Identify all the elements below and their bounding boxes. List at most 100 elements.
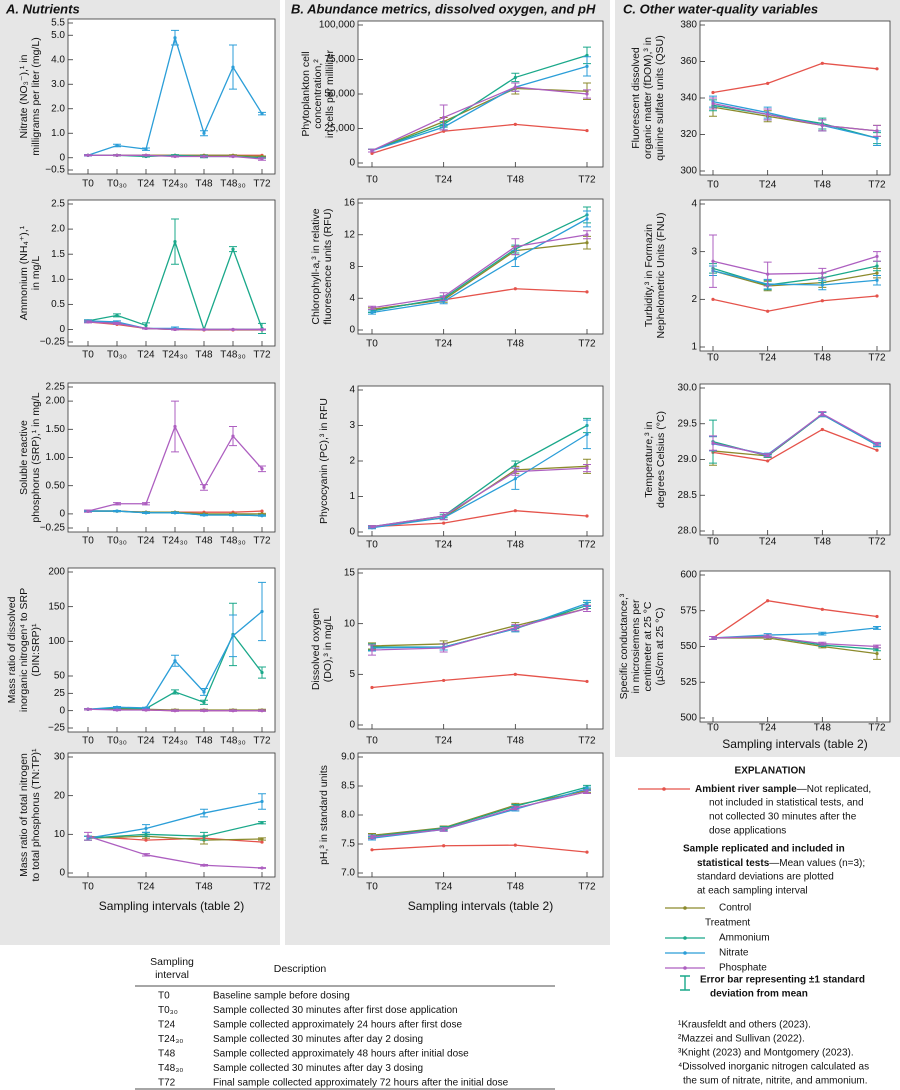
x-tick-label: T24 (435, 339, 453, 350)
x-tick-label: T48 (195, 179, 213, 190)
data-point (370, 525, 374, 529)
table-cell: Sample collected approximately 24 hours … (213, 1020, 462, 1031)
series-line (371, 510, 588, 528)
series-line (371, 673, 588, 689)
y-tick-label: 200 (48, 567, 65, 578)
x-tick-label: T24₃₀ (162, 179, 187, 190)
data-point (370, 310, 374, 315)
legend-text: —Not replicated, (797, 784, 871, 795)
y-axis-label: Nephelometric Units (FNU) (655, 212, 667, 338)
y-tick-label: 1 (349, 491, 355, 502)
data-point (442, 129, 446, 133)
data-point (260, 509, 264, 513)
table-cell: Sample collected 30 minutes after first … (213, 1005, 458, 1016)
data-point (513, 85, 517, 89)
data-point (173, 424, 177, 429)
data-point (513, 672, 517, 676)
series-line (371, 214, 588, 312)
data-point (173, 240, 177, 244)
series-line (371, 234, 588, 309)
table-cell: T0₃₀ (158, 1005, 178, 1016)
data-point (875, 442, 879, 446)
data-point (766, 112, 770, 117)
y-tick-label: 0 (59, 509, 65, 520)
y-axis-label: Mass ratio of total nitrogen (18, 753, 30, 877)
panel-title: B. Abundance metrics, dissolved oxygen, … (291, 1, 596, 16)
data-point (144, 153, 148, 157)
x-tick-label: T48₃₀ (220, 350, 245, 361)
data-point (585, 790, 589, 794)
legend-heading: Sample replicated and included in (683, 844, 845, 855)
data-point (820, 607, 824, 611)
x-tick-label: T72 (253, 536, 271, 547)
table-cell: T24₃₀ (158, 1034, 183, 1045)
x-tick-label: T0 (707, 180, 719, 191)
series-line (371, 87, 588, 152)
data-point (370, 848, 374, 852)
x-axis-label: Sampling intervals (table 2) (99, 899, 244, 913)
data-point (711, 259, 715, 263)
data-point (875, 647, 879, 651)
table-cell: T24 (158, 1020, 176, 1031)
y-tick-label: 12 (344, 229, 356, 240)
x-tick-label: T72 (578, 736, 596, 747)
y-tick-label: 4 (691, 199, 697, 210)
data-point (115, 321, 119, 326)
x-tick-label: T48 (507, 339, 525, 350)
data-point (260, 327, 264, 332)
y-tick-label: 100,000 (319, 20, 356, 31)
y-tick-label: 2.00 (46, 396, 66, 407)
x-tick-label: T48 (195, 350, 213, 361)
x-tick-label: T24 (435, 882, 453, 893)
x-tick-label: T24 (759, 723, 777, 734)
y-tick-label: 3 (349, 420, 355, 431)
data-point (86, 834, 90, 838)
data-point (513, 509, 517, 513)
series-line (712, 412, 878, 456)
y-tick-label: 300 (680, 166, 697, 177)
series-line (371, 123, 588, 154)
x-tick-label: T72 (253, 736, 271, 747)
series-line (87, 835, 263, 869)
y-tick-label: 1.5 (51, 249, 65, 260)
x-tick-label: T24 (137, 179, 155, 190)
x-tick-label: T0₃₀ (107, 536, 127, 547)
data-point (766, 599, 770, 603)
data-point (144, 511, 148, 515)
x-tick-label: T24₃₀ (162, 536, 187, 547)
data-point (820, 412, 824, 416)
y-tick-label: 7.0 (341, 868, 355, 879)
data-point (820, 299, 824, 303)
data-point (711, 441, 715, 445)
data-point (513, 843, 517, 847)
data-point (231, 434, 235, 438)
x-tick-label: T0 (707, 723, 719, 734)
data-point (875, 448, 879, 452)
x-tick-label: T72 (578, 175, 596, 186)
y-tick-label: 25 (54, 688, 66, 699)
data-point (513, 626, 517, 630)
data-point (115, 143, 119, 148)
data-point (442, 295, 446, 299)
y-axis-label: Phytoplankton cell (300, 51, 312, 136)
data-point (875, 294, 879, 298)
y-axis-label: inorganic nitrogen⁴ to SRP (18, 588, 30, 712)
x-tick-label: T48 (814, 723, 832, 734)
data-point (144, 326, 148, 331)
y-axis-label: Phycocyanin (PC),³ in RFU (318, 398, 330, 524)
series-line (87, 800, 263, 839)
x-tick-label: T48 (195, 536, 213, 547)
data-point (144, 853, 148, 857)
y-tick-label: 2 (691, 294, 697, 305)
legend-marker (683, 951, 687, 955)
x-tick-label: T0 (82, 536, 94, 547)
y-axis-label: pH,³ in standard units (318, 765, 330, 865)
legend-text: dose applications (709, 826, 786, 837)
data-point (173, 690, 177, 694)
y-tick-label: 30.0 (678, 383, 698, 394)
y-tick-label: −0.5 (45, 165, 65, 176)
y-tick-label: 16 (344, 198, 356, 209)
data-point (442, 514, 446, 518)
data-point (585, 850, 589, 854)
data-point (513, 806, 517, 810)
